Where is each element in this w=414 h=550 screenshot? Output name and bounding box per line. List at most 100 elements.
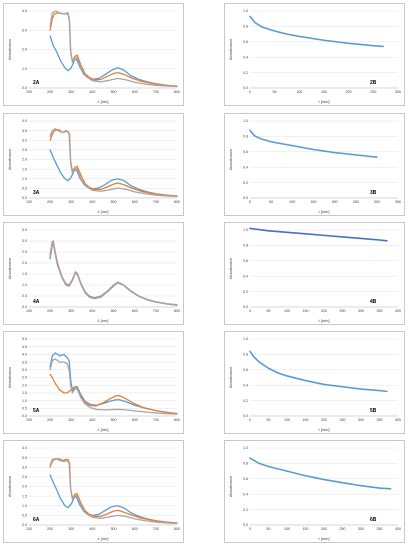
y-tick-label: 3.5	[22, 360, 27, 364]
y-axis-label: Absorbance	[228, 475, 233, 497]
y-tick-label: 0.6	[243, 259, 248, 263]
y-tick-label: 1.0	[22, 399, 27, 403]
x-tick-label: 800	[174, 200, 180, 204]
x-tick-label: 50	[273, 90, 277, 94]
y-axis-label: Absorbance	[228, 257, 233, 279]
chart-panel-6B: 0.0 0.2 0.4 0.6 0.8 1.0 0 50 100 150 200 250 300 350 4…	[224, 440, 405, 543]
series-line-3	[49, 10, 178, 88]
y-tick-label: 2.0	[22, 261, 27, 265]
panel-label: 4A	[33, 299, 40, 305]
y-tick-label: 1.0	[243, 337, 248, 341]
y-tick-label: 1.0	[243, 446, 248, 450]
y-tick-label: 5.0	[22, 337, 27, 341]
x-tick-label: 200	[47, 527, 53, 531]
x-tick-label: 200	[346, 90, 352, 94]
y-tick-label: 3.0	[22, 138, 27, 142]
x-tick-label: 600	[132, 200, 138, 204]
series-line-3	[49, 358, 178, 415]
y-tick-label: 1.0	[22, 67, 27, 71]
x-tick-label: 0	[249, 527, 251, 531]
x-tick-label: 150	[303, 527, 309, 531]
chart-svg: 0.00.20.40.60.81.00 50 100 150 200 250 300 350 4…	[228, 227, 401, 323]
x-axis-label: λ [nm]	[98, 209, 109, 214]
chart-svg: 0.0 0.5 1.0 1.5 2.0 2.5 3.0 3.5 4.0 100 200 300 400 5…	[7, 446, 180, 541]
x-tick-label: 400	[89, 200, 95, 204]
x-tick-label: 500	[111, 309, 117, 313]
x-tick-label: 400	[395, 527, 401, 531]
x-tick-label: 400	[89, 90, 95, 94]
y-tick-label: 0.4	[243, 274, 248, 278]
x-axis-label: λ [nm]	[98, 318, 109, 323]
x-tick-label: 400	[89, 418, 95, 422]
y-tick-label: 0.6	[243, 150, 248, 154]
y-tick-label: 4.0	[22, 9, 27, 13]
x-tick-label: 400	[395, 309, 401, 313]
x-tick-label: 700	[153, 418, 159, 422]
y-tick-label: 0.2	[243, 71, 248, 75]
x-tick-label: 350	[377, 418, 383, 422]
x-tick-label: 100	[26, 309, 32, 313]
x-tick-label: 0	[249, 309, 251, 313]
x-tick-label: 350	[395, 200, 401, 204]
series-line-2	[49, 240, 178, 306]
series-line-1	[249, 227, 388, 242]
y-tick-label: 0.4	[243, 383, 248, 387]
x-tick-label: 700	[153, 90, 159, 94]
x-tick-label: 250	[353, 200, 359, 204]
y-tick-label: 3.0	[22, 368, 27, 372]
x-tick-label: 500	[111, 527, 117, 531]
x-tick-label: 700	[153, 309, 159, 313]
y-tick-label: 4.0	[22, 446, 27, 450]
x-tick-label: 350	[377, 309, 383, 313]
x-tick-label: 300	[358, 527, 364, 531]
y-tick-label: 0.4	[243, 492, 248, 496]
y-tick-label: 1.0	[243, 119, 248, 123]
x-tick-label: 100	[26, 418, 32, 422]
series-line-1	[249, 15, 384, 48]
panel-label: 3B	[370, 190, 377, 196]
y-tick-label: 0.0	[243, 523, 248, 527]
y-tick-label: 1.0	[22, 504, 27, 508]
x-tick-label: 200	[321, 527, 327, 531]
y-tick-label: 0.0	[22, 523, 27, 527]
y-tick-label: 1.0	[22, 177, 27, 181]
y-tick-label: 0.2	[243, 508, 248, 512]
chart-svg: 0.0 1.0 2.0 3.0 4.0 100 200 300 400 500 600 700 800 λ…	[7, 9, 180, 104]
x-tick-label: 100	[289, 200, 295, 204]
x-tick-label: 700	[153, 200, 159, 204]
y-tick-label: 0.8	[243, 462, 248, 466]
y-tick-label: 0.0	[22, 414, 27, 418]
series-line-3	[49, 457, 178, 525]
chart-svg: 0.0 0.5 1.0 1.5 2.0 2.5 3.0 3.5 4.0 4.5 5.0 100 200 3…	[7, 337, 180, 432]
y-tick-label: 0.0	[22, 305, 27, 309]
x-tick-label: 50	[267, 418, 271, 422]
y-tick-label: 2.0	[22, 48, 27, 52]
y-tick-label: 2.5	[22, 148, 27, 152]
x-tick-label: 700	[153, 527, 159, 531]
x-tick-label: 100	[284, 527, 290, 531]
x-tick-label: 100	[284, 418, 290, 422]
y-tick-label: 0.5	[22, 187, 27, 191]
x-tick-label: 300	[358, 418, 364, 422]
y-tick-label: 0.4	[243, 165, 248, 169]
y-tick-label: 2.0	[22, 383, 27, 387]
y-tick-label: 2.5	[22, 376, 27, 380]
x-tick-label: 0	[249, 90, 251, 94]
y-tick-label: 0.0	[22, 196, 27, 200]
x-tick-label: 300	[68, 309, 74, 313]
y-tick-label: 0.5	[22, 514, 27, 518]
x-tick-label: 50	[267, 309, 271, 313]
y-tick-label: 3.0	[22, 465, 27, 469]
y-axis-label: Absorbance	[7, 475, 12, 497]
x-tick-label: 300	[68, 200, 74, 204]
x-tick-label: 250	[340, 418, 346, 422]
x-tick-label: 100	[296, 90, 302, 94]
y-tick-label: 4.5	[22, 345, 27, 349]
y-tick-label: 3.5	[22, 129, 27, 133]
chart-panel-3A: 0.0 0.5 1.0 1.5 2.0 2.5 3.0 3.5 4.0 100 200 300 400 5…	[3, 113, 184, 216]
chart-panel-2A: 0.0 1.0 2.0 3.0 4.0 100 200 300 400 500 600 700 800 λ…	[3, 3, 184, 106]
chart-svg: 0.0 0.2 0.4 0.6 0.8 1.0 0 50 100 150 200 250 300 350 t…	[228, 119, 401, 214]
chart-panel-4B: 0.0 0.2 0.4 0.6 0.8 1.0 0 50 100 150 200 250 300 350 4…	[224, 222, 405, 325]
x-tick-label: 300	[374, 200, 380, 204]
series-line-2	[49, 373, 178, 415]
